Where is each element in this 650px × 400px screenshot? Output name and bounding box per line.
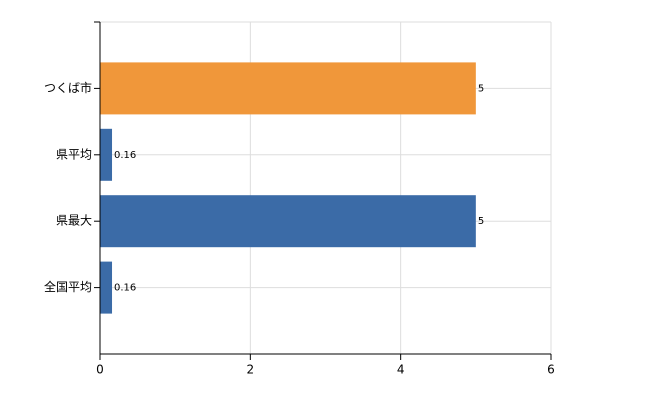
bar <box>100 128 113 181</box>
bar <box>100 195 476 248</box>
value-label: 0.16 <box>114 150 136 161</box>
value-label: 0.16 <box>114 283 136 294</box>
bar <box>100 62 476 115</box>
x-tick-label: 6 <box>547 363 555 377</box>
bar <box>100 261 113 314</box>
y-tick-label: つくば市 <box>44 80 92 95</box>
y-tick-label: 全国平均 <box>44 279 92 294</box>
value-label: 5 <box>478 83 484 94</box>
x-tick-label: 4 <box>397 363 405 377</box>
y-tick-label: 県最大 <box>56 214 92 228</box>
x-tick-label: 0 <box>96 363 104 377</box>
x-tick-label: 2 <box>247 363 255 377</box>
value-label: 5 <box>478 216 484 227</box>
y-tick-label: 県平均 <box>56 147 92 161</box>
